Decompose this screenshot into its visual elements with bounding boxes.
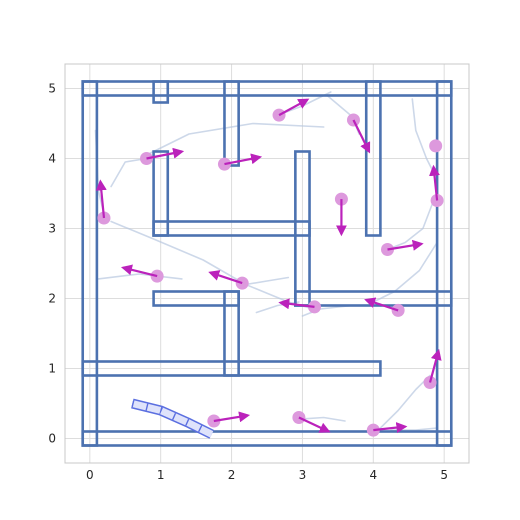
agent — [140, 147, 185, 165]
agent — [429, 164, 444, 207]
agent — [292, 411, 331, 433]
agent — [364, 297, 405, 317]
axes-frame — [64, 63, 470, 464]
x-tick-label: 2 — [228, 468, 236, 482]
agent — [217, 153, 263, 171]
agent — [366, 422, 408, 437]
y-tick-label: 0 — [48, 432, 56, 446]
agent — [429, 139, 443, 153]
agent-heading-arrow — [224, 153, 263, 166]
agent-heading-arrow — [146, 147, 185, 160]
trajectory-trail — [244, 276, 290, 286]
y-tick-label: 4 — [48, 152, 56, 166]
agent-heading-arrow — [352, 119, 371, 154]
trajectory-trail — [386, 199, 435, 251]
agent — [120, 264, 164, 283]
x-tick-label: 0 — [86, 468, 94, 482]
agent-heading-arrow — [213, 411, 251, 423]
agent-heading-arrow — [429, 164, 440, 201]
x-tick-label: 3 — [299, 468, 307, 482]
robot-body-stripes — [131, 400, 214, 438]
y-tick-label: 2 — [48, 292, 56, 306]
trajectory-trail — [379, 374, 431, 429]
agent-heading-arrow — [120, 264, 158, 278]
agent-heading-arrow — [95, 179, 107, 219]
maze-walls — [81, 80, 453, 447]
agent-heading-arrow — [278, 98, 310, 117]
y-tick-label: 3 — [48, 222, 56, 236]
robot-path — [131, 398, 214, 439]
trajectory-trail — [372, 241, 438, 303]
agent — [346, 113, 371, 154]
maze-wall — [152, 80, 170, 104]
axis-tick-labels: 0 1 2 3 4 5 0 1 2 3 4 5 — [48, 82, 448, 483]
maze-wall — [223, 80, 240, 167]
agent-heading-arrow — [278, 298, 315, 310]
y-tick-label: 5 — [48, 82, 56, 96]
trajectory-trail — [110, 157, 148, 188]
maze-wall — [435, 80, 453, 447]
trajectory-trail — [97, 273, 183, 280]
x-tick-label: 1 — [157, 468, 165, 482]
maze-wall — [364, 80, 382, 237]
agent-heading-arrow — [298, 416, 331, 433]
x-tick-label: 5 — [440, 468, 448, 482]
agent-heading-arrow — [373, 422, 408, 434]
y-tick-label: 1 — [48, 362, 56, 376]
agent-dot — [429, 139, 443, 153]
agent — [423, 348, 442, 389]
maze-wall — [81, 80, 99, 447]
agents — [95, 98, 444, 437]
agent — [272, 98, 310, 122]
grid-lines — [65, 64, 469, 463]
agent-heading-arrow — [387, 239, 424, 251]
agent-heading-arrow — [208, 270, 243, 285]
agent — [95, 179, 111, 225]
maze-wall — [81, 360, 382, 377]
agent-heading-arrow — [428, 348, 442, 383]
agent — [208, 270, 249, 290]
agent — [334, 192, 348, 237]
agent-heading-arrow — [364, 297, 399, 312]
trajectory-trail — [145, 122, 325, 156]
agent — [207, 411, 251, 428]
agent — [278, 298, 321, 314]
trajectory-trail — [301, 416, 346, 422]
agent — [380, 239, 424, 256]
x-tick-label: 4 — [369, 468, 377, 482]
